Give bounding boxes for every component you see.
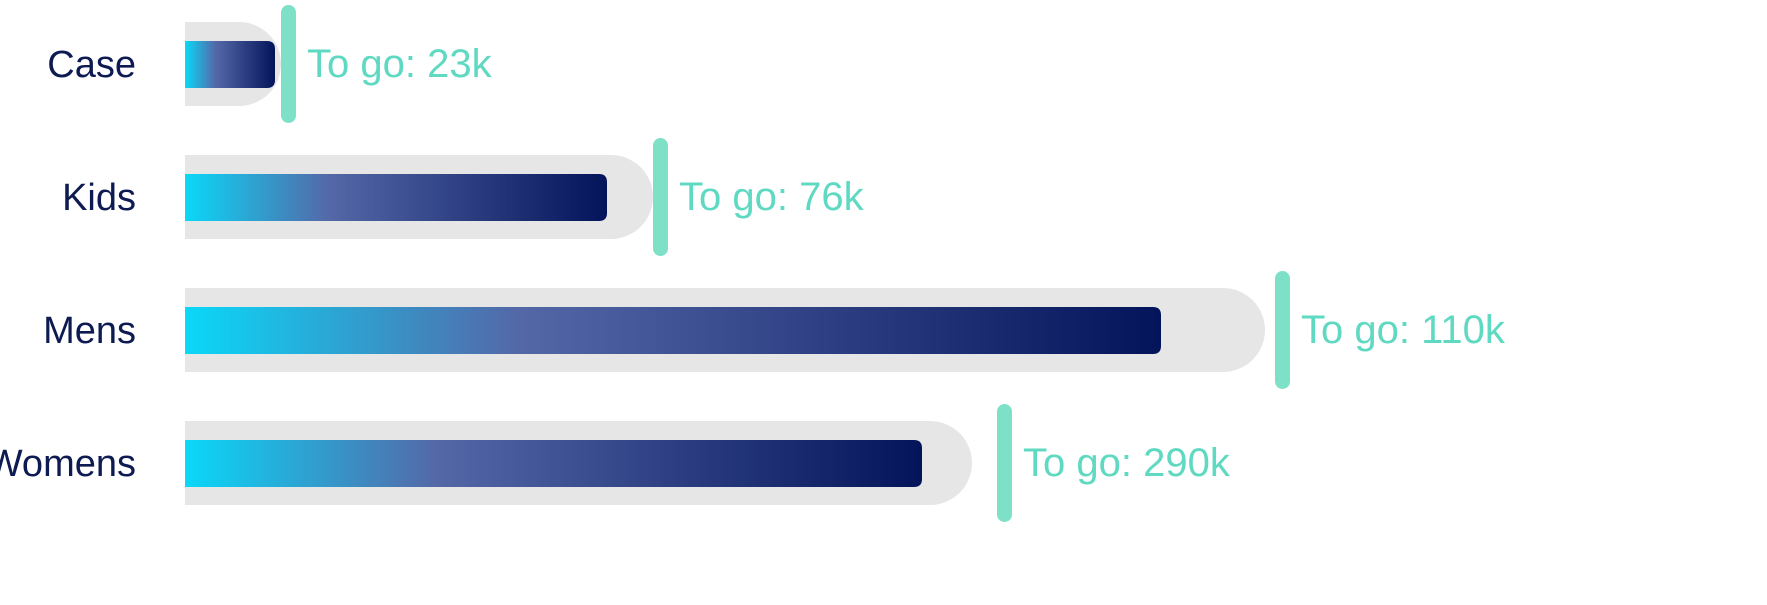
target-label-kids: To go: 76k bbox=[679, 175, 865, 219]
target-marker-mens bbox=[1275, 271, 1290, 389]
value-bar-mens bbox=[185, 307, 1161, 354]
target-label-case: To go: 23k bbox=[307, 42, 493, 86]
category-label-case: Case bbox=[47, 44, 136, 86]
target-label-mens: To go: 110k bbox=[1301, 308, 1506, 352]
value-bar-case bbox=[185, 41, 275, 88]
category-label-womens: Womens bbox=[0, 443, 136, 485]
target-marker-kids bbox=[653, 138, 668, 256]
category-label-kids: Kids bbox=[62, 177, 136, 219]
category-label-mens: Mens bbox=[43, 310, 136, 352]
plot-area: Case To go: 23k Kids To go: 76k Mens To go: 1… bbox=[0, 5, 1506, 522]
value-bar-womens bbox=[185, 440, 922, 487]
value-bar-kids bbox=[185, 174, 607, 221]
target-marker-case bbox=[281, 5, 296, 123]
target-marker-womens bbox=[997, 404, 1012, 522]
target-label-womens: To go: 290k bbox=[1023, 441, 1231, 485]
